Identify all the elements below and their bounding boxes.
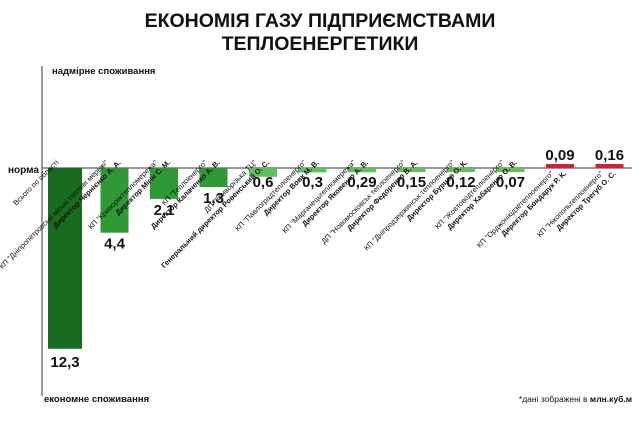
value-label-8: 0,15 <box>397 174 426 191</box>
value-label-5: 0,6 <box>253 174 274 191</box>
chart-title-line-2: ТЕПЛОЕНЕРГЕТИКИ <box>222 33 419 55</box>
value-label-6: 0,3 <box>302 174 323 191</box>
economy-zone-label: економне споживання <box>44 394 149 405</box>
bar-6 <box>298 168 327 173</box>
bar-1 <box>48 168 82 349</box>
value-label-4: 1,3 <box>203 190 224 207</box>
bar-11 <box>546 164 574 168</box>
units-note: *дані зображені в млн.куб.м <box>519 394 632 404</box>
units-note-prefix: *дані зображені в <box>519 394 590 404</box>
bar-4 <box>199 168 228 188</box>
bars-group <box>48 164 624 349</box>
bar-3 <box>150 168 178 199</box>
chart-title-line-1: ЕКОНОМІЯ ГАЗУ ПІДПРИЄМСТВАМИ <box>145 10 496 32</box>
value-label-2: 4,4 <box>104 236 126 253</box>
bar-7 <box>348 168 376 173</box>
category-label-8: ДП "Новомосковськ теплоенерго"Директор Ф… <box>319 158 419 246</box>
bar-10 <box>496 168 525 172</box>
bar-8 <box>397 168 426 172</box>
norm-label: норма <box>8 165 39 176</box>
value-label-3: 2,1 <box>154 202 175 219</box>
value-label-12: 0,16 <box>595 147 624 164</box>
bar-9 <box>447 168 475 172</box>
value-labels-group: 12,3 4,4 2,1 1,3 0,6 0,3 0,29 0,15 0,12 0,07 0,09 0… <box>50 147 624 371</box>
units-note-unit: млн.куб.м <box>590 394 632 404</box>
value-label-9: 0,12 <box>446 174 475 191</box>
value-label-1: 12,3 <box>50 354 79 371</box>
bar-12 <box>595 164 624 168</box>
value-label-7: 0,29 <box>347 174 376 191</box>
value-label-10: 0,07 <box>496 174 525 191</box>
overuse-zone-label: надмірне споживання <box>52 66 155 77</box>
bar-2 <box>100 168 129 233</box>
value-label-11: 0,09 <box>545 147 574 164</box>
bar-5 <box>249 168 277 177</box>
